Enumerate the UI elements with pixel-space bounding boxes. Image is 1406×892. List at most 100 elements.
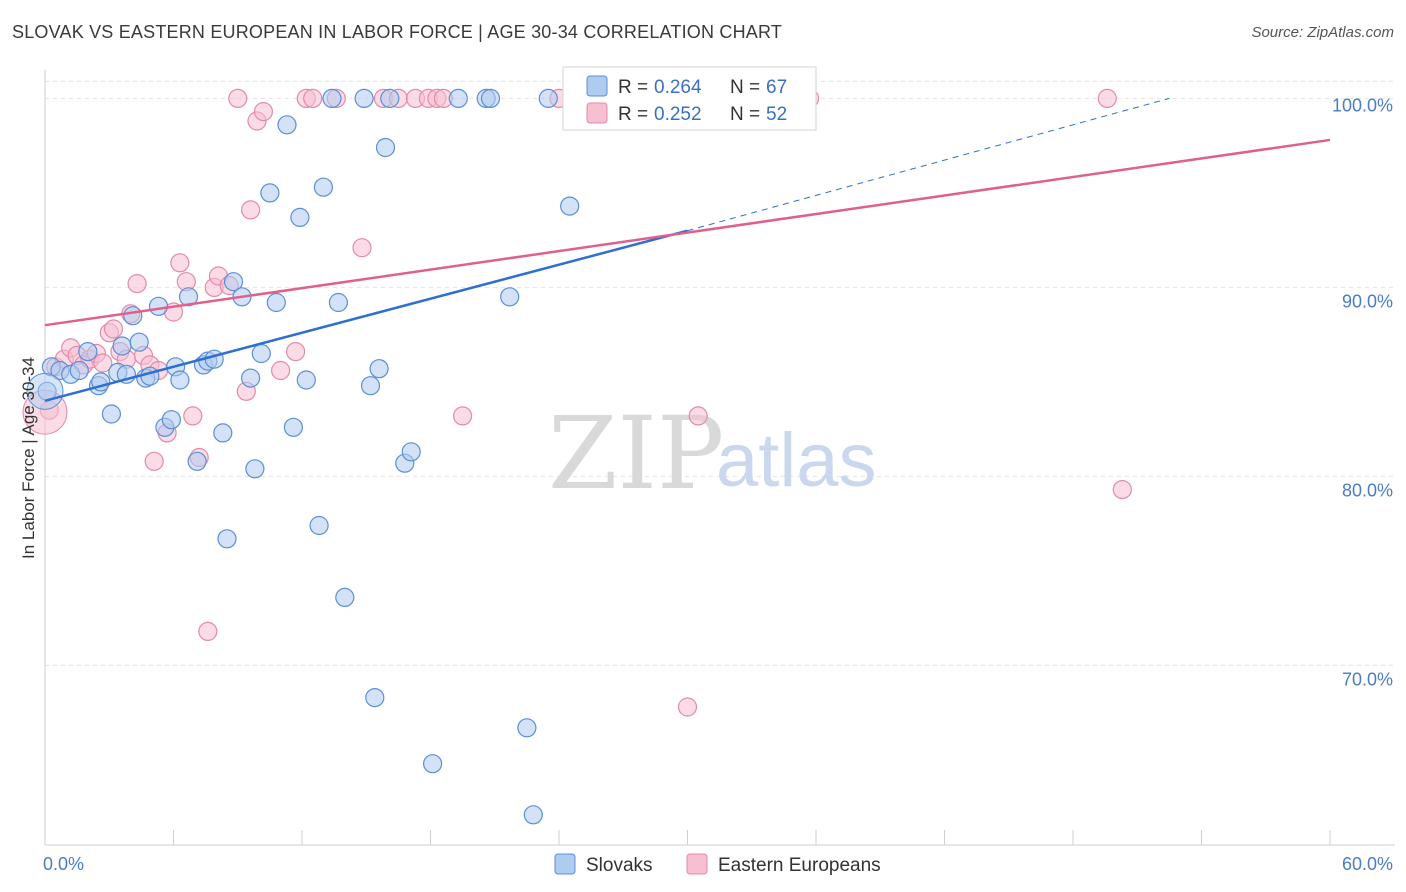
bottom-legend: Slovaks Eastern Europeans	[554, 853, 881, 876]
legend-r-value-slovaks: 0.264	[654, 77, 702, 98]
data-point	[198, 621, 218, 642]
data-point	[328, 292, 348, 313]
data-point	[112, 336, 132, 356]
data-point	[204, 349, 224, 369]
data-point	[241, 368, 261, 388]
legend-n-value-slovaks: 67	[766, 77, 787, 98]
data-point	[423, 754, 443, 774]
data-point	[271, 360, 291, 381]
data-point	[170, 253, 190, 273]
data-point	[290, 207, 310, 227]
legend-n-label-eastern-europeans: N =	[730, 104, 760, 125]
data-point	[78, 342, 98, 362]
data-point	[369, 359, 389, 379]
data-point	[161, 410, 181, 430]
correlation-legend: R = 0.264 N = 67 R = 0.252 N = 52	[562, 66, 817, 131]
data-point	[183, 406, 203, 426]
data-point	[352, 238, 372, 258]
legend-n-label-slovaks: N =	[730, 77, 760, 98]
data-point	[401, 442, 421, 462]
y-tick-label: 90.0%	[1342, 291, 1393, 311]
legend-r-label-slovaks: R =	[618, 77, 648, 98]
data-point	[354, 88, 374, 109]
y-tick-label: 100.0%	[1332, 96, 1393, 116]
trend-line-slovaks	[44, 229, 688, 403]
data-point	[241, 200, 261, 220]
data-point	[103, 319, 124, 339]
data-point	[286, 342, 306, 362]
watermark: ZIP atlas	[548, 395, 877, 512]
bottom-legend-swatch-slovaks	[554, 853, 576, 875]
bottom-legend-swatch-eastern-europeans	[686, 853, 708, 875]
data-point	[677, 697, 698, 717]
data-point	[123, 306, 143, 326]
y-tick-label: 70.0%	[1342, 669, 1393, 689]
data-point	[187, 451, 207, 471]
data-point	[277, 115, 297, 135]
bottom-legend-label-slovaks: Slovaks	[586, 855, 653, 876]
data-point	[69, 360, 89, 381]
x-tick-label-min: 0.0%	[43, 854, 84, 874]
bottom-legend-label-eastern-europeans: Eastern Europeans	[718, 855, 881, 876]
data-point	[560, 196, 580, 216]
data-point	[129, 332, 149, 352]
data-point	[228, 88, 248, 109]
axes	[44, 70, 1395, 846]
chart-title: SLOVAK VS EASTERN EUROPEAN IN LABOR FORC…	[12, 22, 783, 42]
data-point	[517, 718, 537, 738]
data-point	[322, 88, 342, 109]
data-point	[296, 370, 316, 390]
data-point	[500, 287, 520, 307]
data-point	[380, 88, 400, 109]
data-point	[140, 366, 160, 386]
data-point	[283, 417, 303, 437]
legend-r-value-eastern-europeans: 0.252	[654, 104, 702, 125]
data-point	[335, 587, 355, 608]
watermark-atlas: atlas	[716, 418, 877, 503]
data-point	[448, 88, 468, 109]
data-point	[144, 451, 164, 471]
data-point	[253, 101, 273, 122]
data-point	[538, 88, 558, 109]
legend-swatch-slovaks	[586, 75, 608, 97]
data-point	[523, 805, 543, 825]
data-point	[1097, 88, 1117, 109]
data-point	[688, 406, 708, 426]
data-point	[266, 292, 286, 313]
data-point	[260, 183, 280, 203]
data-point	[213, 423, 233, 443]
legend-n-value-eastern-europeans: 52	[766, 104, 787, 125]
source-label: Source: ZipAtlas.com	[1251, 24, 1394, 41]
trend-line-eastern-europeans	[44, 138, 1331, 327]
data-point	[93, 353, 113, 373]
legend-r-label-eastern-europeans: R =	[618, 104, 648, 125]
data-point	[148, 296, 169, 316]
data-point	[127, 274, 147, 294]
data-point	[217, 529, 237, 549]
data-point	[303, 88, 323, 109]
data-point	[375, 137, 396, 158]
data-point	[453, 406, 473, 426]
data-point	[313, 177, 333, 197]
data-point	[360, 376, 381, 396]
data-point	[178, 287, 199, 307]
data-point	[480, 88, 501, 109]
data-point-cluster	[26, 372, 64, 410]
data-point	[365, 687, 385, 708]
data-point	[170, 370, 190, 390]
x-tick-label-max: 60.0%	[1342, 854, 1393, 874]
y-axis-label: In Labor Force | Age 30-34	[19, 357, 38, 559]
data-point	[101, 404, 122, 424]
x-tick-labels: 0.0% 60.0%	[43, 854, 1393, 874]
data-point	[251, 343, 271, 364]
y-tick-label: 80.0%	[1342, 480, 1393, 500]
x-ticks	[44, 830, 1331, 845]
data-point	[1112, 480, 1132, 500]
trend-lines	[44, 97, 1331, 403]
y-tick-labels: 70.0% 80.0% 90.0% 100.0%	[1332, 96, 1393, 690]
data-point	[245, 459, 265, 479]
data-point	[223, 272, 244, 292]
data-point	[309, 515, 329, 536]
legend-swatch-eastern-europeans	[586, 102, 608, 124]
